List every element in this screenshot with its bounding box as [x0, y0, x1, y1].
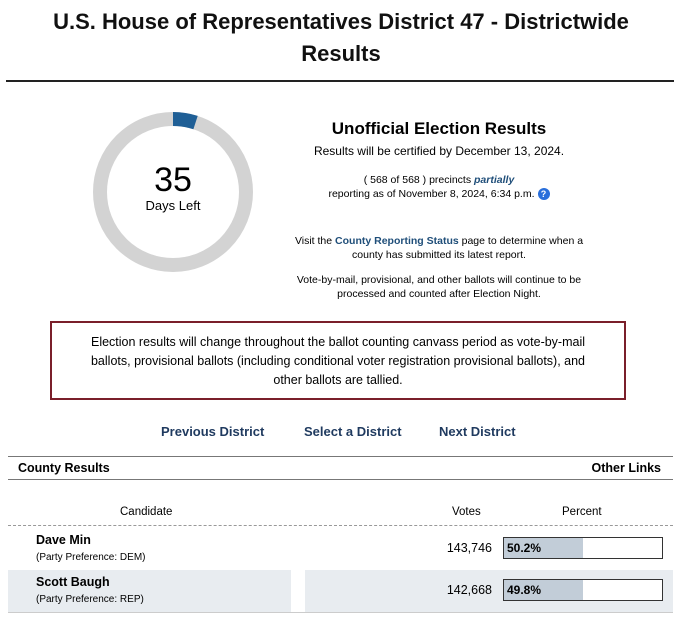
column-header-candidate: Candidate: [120, 506, 173, 518]
days-left-label: Days Left: [145, 198, 201, 213]
candidate-party: (Party Preference: DEM): [36, 552, 146, 563]
table-header-divider: [8, 525, 673, 526]
section-bar: County Results Other Links: [8, 456, 673, 480]
countdown-ring-progress: [93, 112, 253, 272]
title-divider: [6, 80, 674, 82]
candidate-votes: 143,746: [446, 541, 492, 555]
page-title-line-2: Results: [301, 41, 381, 66]
countdown-ring: [93, 112, 253, 272]
percent-bar-fill: [504, 538, 584, 558]
other-links-tab[interactable]: Other Links: [591, 461, 661, 475]
column-header-votes: Votes: [452, 506, 481, 518]
percent-bar: 49.8%: [503, 579, 663, 601]
percent-value: 49.8%: [507, 583, 542, 597]
question-circle-icon[interactable]: ?: [537, 188, 550, 201]
precincts-reporting: ( 568 of 568 ) precincts partially repor…: [286, 173, 592, 201]
row-shade-candidate: [8, 570, 291, 612]
previous-district-link[interactable]: Previous District: [161, 424, 265, 439]
notice-line-1: Election results will change throughout …: [90, 335, 586, 349]
county-results-tab[interactable]: County Results: [18, 461, 110, 475]
page-title: U.S. House of Representatives District 4…: [0, 6, 682, 70]
candidate-votes: 142,668: [446, 583, 492, 597]
county-status-line-2: county has submitted its latest report.: [352, 249, 526, 261]
percent-bar-fill: [504, 580, 583, 600]
page-title-line-1: U.S. House of Representatives District 4…: [53, 9, 629, 34]
candidate-name: Dave Min: [36, 533, 91, 547]
notice-line-3: other ballots are tallied.: [273, 373, 403, 387]
reporting-time: reporting as of November 8, 2024, 6:34 p…: [328, 188, 535, 200]
notice-line-2: ballots, provisional ballots (including …: [90, 354, 586, 368]
precincts-partial: partially: [474, 174, 515, 186]
percent-bar: 50.2%: [503, 537, 663, 559]
county-status-suffix: page to determine when a: [461, 235, 584, 247]
table-bottom-divider: [8, 612, 673, 613]
days-left-number: 35: [154, 161, 192, 199]
results-change-notice: Election results will change throughout …: [50, 321, 626, 400]
county-reporting-status-link[interactable]: County Reporting Status: [335, 235, 459, 247]
vbm-note-line-2: processed and counted after Election Nig…: [337, 288, 541, 300]
table-row: Scott Baugh (Party Preference: REP) 142,…: [8, 570, 673, 612]
next-district-link[interactable]: Next District: [439, 424, 516, 439]
county-status-note: Visit the County Reporting Status page t…: [286, 234, 592, 262]
vbm-note-line-1: Vote-by-mail, provisional, and other bal…: [296, 274, 582, 286]
vbm-note: Vote-by-mail, provisional, and other bal…: [286, 273, 592, 301]
precincts-count: ( 568 of 568 ) precincts: [363, 174, 472, 186]
candidate-name: Scott Baugh: [36, 575, 110, 589]
percent-value: 50.2%: [507, 541, 542, 555]
county-status-prefix: Visit the: [294, 235, 333, 247]
candidate-party: (Party Preference: REP): [36, 594, 144, 605]
certification-date: Results will be certified by December 13…: [313, 144, 565, 158]
days-left-countdown: 35 Days Left: [90, 109, 256, 275]
select-district-link[interactable]: Select a District: [304, 424, 402, 439]
column-header-percent: Percent: [562, 506, 602, 518]
table-row: Dave Min (Party Preference: DEM) 143,746…: [8, 528, 673, 570]
results-heading: Unofficial Election Results: [331, 119, 547, 138]
